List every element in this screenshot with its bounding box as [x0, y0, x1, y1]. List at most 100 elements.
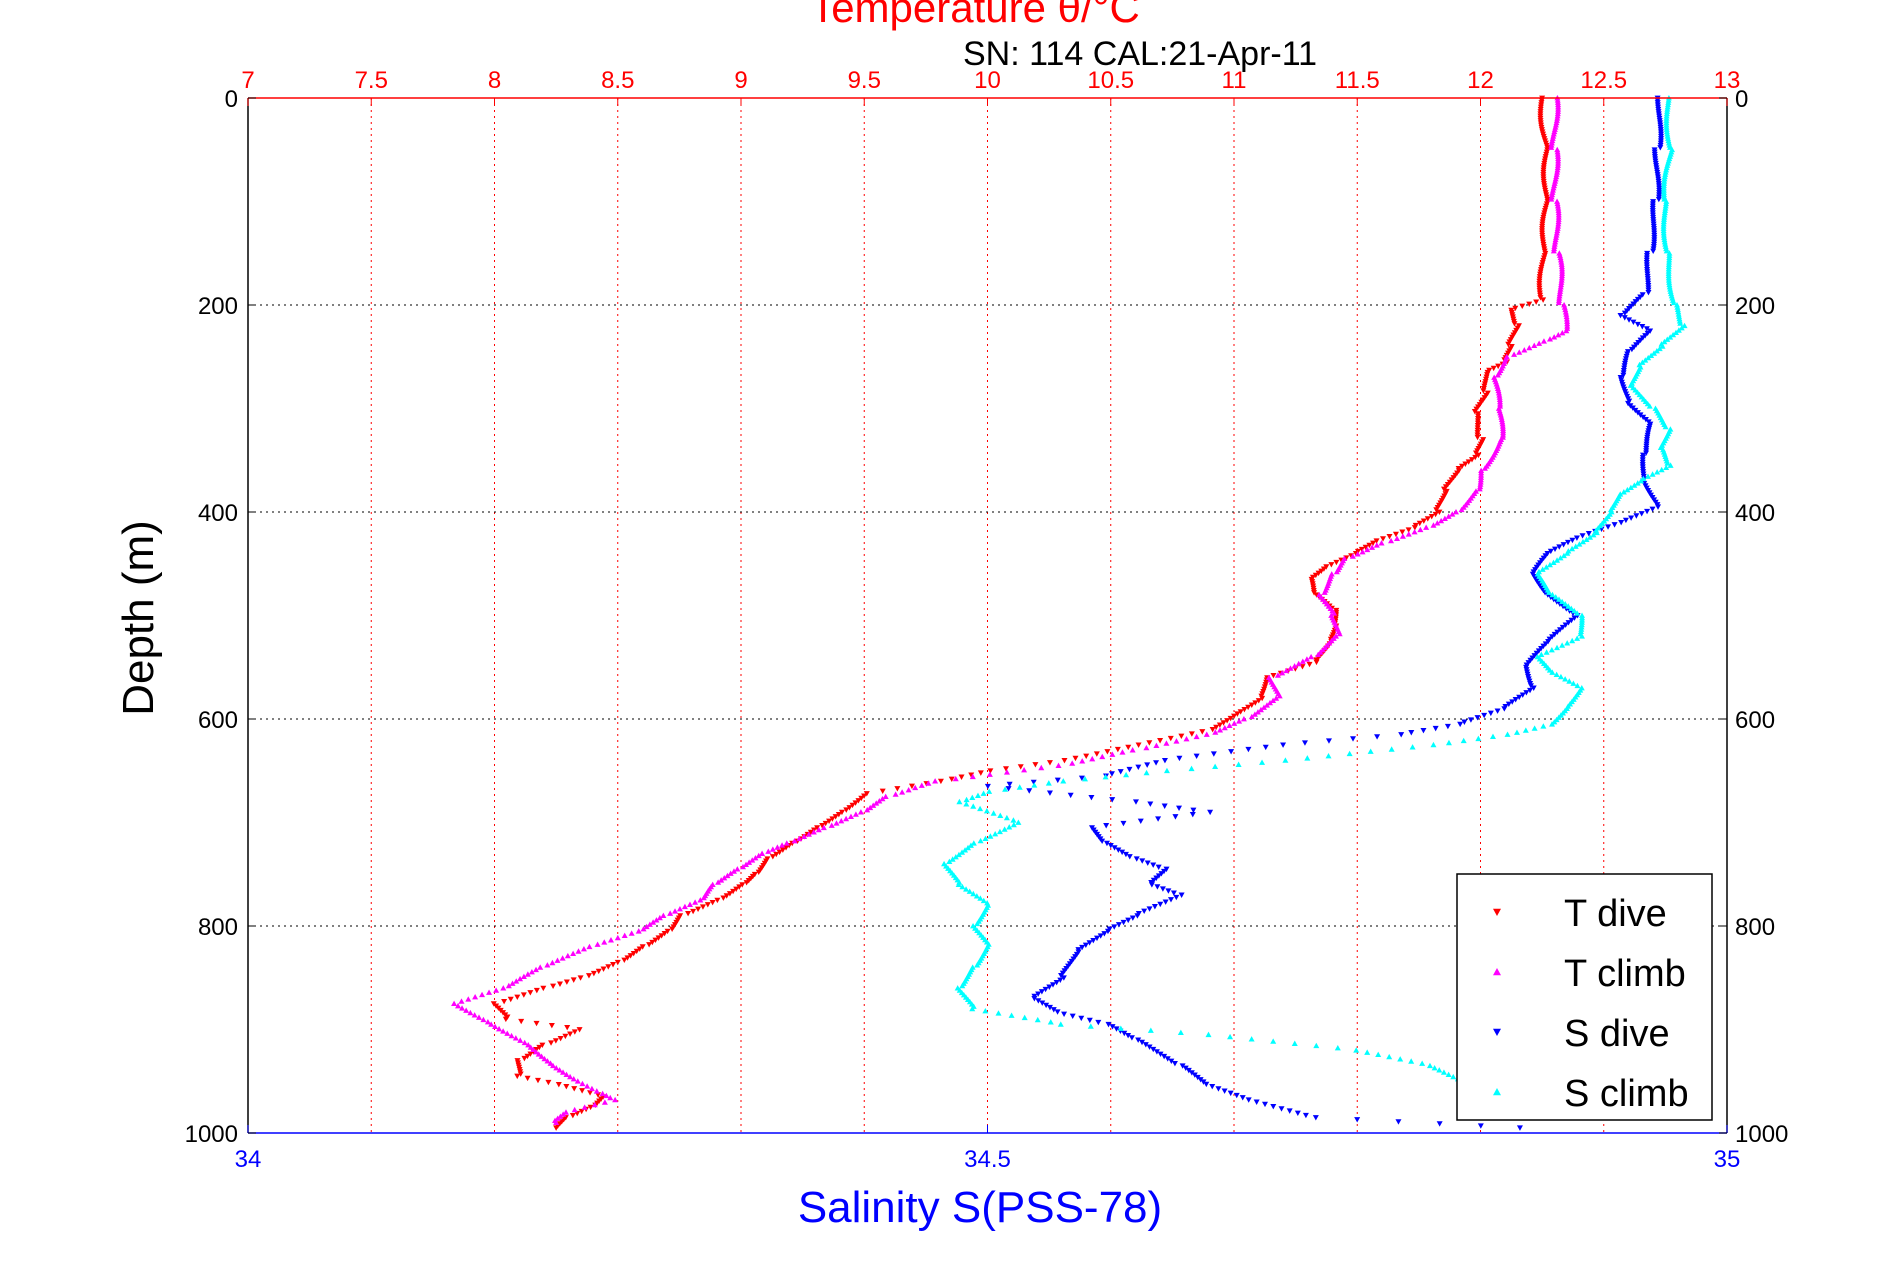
- data-point: [1644, 508, 1651, 515]
- data-point: [1354, 1117, 1361, 1123]
- data-point: [1661, 209, 1668, 216]
- data-point: [723, 893, 730, 899]
- data-point: [1489, 733, 1496, 739]
- data-point: [672, 908, 679, 914]
- data-point: [1109, 751, 1116, 757]
- data-point: [541, 1055, 548, 1062]
- data-point: [1440, 1069, 1447, 1075]
- data-point: [1253, 1099, 1260, 1105]
- data-point: [1104, 749, 1111, 755]
- data-point: [1162, 899, 1169, 905]
- data-point: [1662, 423, 1669, 430]
- data-point: [1667, 286, 1674, 292]
- data-point: [779, 842, 786, 848]
- data-point: [721, 874, 728, 881]
- data-point: [1142, 1042, 1149, 1048]
- data-point: [1458, 463, 1465, 470]
- data-point: [1642, 417, 1649, 423]
- data-point: [1573, 535, 1580, 541]
- data-point: [1279, 670, 1286, 676]
- data-point: [697, 897, 704, 903]
- data-point: [535, 1051, 542, 1057]
- data-point: [1240, 716, 1247, 722]
- data-point: [1161, 758, 1168, 764]
- data-point: [1325, 752, 1332, 759]
- data-point: [867, 804, 874, 811]
- data-point: [1667, 462, 1674, 468]
- data-point: [1017, 764, 1024, 770]
- data-point: [545, 1079, 552, 1086]
- legend-marker: [1493, 1028, 1501, 1036]
- data-point: [1579, 533, 1586, 539]
- data-point: [1043, 1002, 1050, 1009]
- data-point: [815, 826, 822, 833]
- data-point: [1245, 704, 1252, 711]
- data-point: [955, 851, 962, 858]
- data-point: [1513, 729, 1520, 735]
- data-point: [1308, 653, 1315, 660]
- data-point: [1569, 637, 1576, 644]
- data-point: [1576, 541, 1583, 547]
- data-point: [1676, 315, 1683, 322]
- data-point: [970, 840, 977, 846]
- data-point: [1236, 718, 1243, 724]
- x-bottom-axis-label: Salinity S(PSS-78): [798, 1183, 1162, 1232]
- data-point: [610, 962, 617, 968]
- data-point: [783, 840, 790, 846]
- data-point: [1213, 724, 1220, 731]
- data-point: [1568, 605, 1575, 611]
- data-point: [1216, 722, 1223, 728]
- data-point: [1531, 725, 1538, 731]
- data-point: [1373, 542, 1380, 548]
- data-point: [948, 776, 955, 783]
- data-point: [570, 950, 577, 956]
- data-point: [1046, 1004, 1053, 1011]
- data-point: [1117, 1025, 1124, 1031]
- data-point: [1434, 520, 1441, 526]
- data-point: [1501, 706, 1508, 712]
- data-point: [1628, 346, 1635, 353]
- data-point: [1102, 773, 1109, 780]
- data-point: [1481, 465, 1488, 471]
- data-point: [743, 861, 750, 868]
- data-point: [1499, 418, 1506, 425]
- data-point: [1191, 1072, 1198, 1078]
- data-point: [1362, 544, 1369, 551]
- data-point: [1622, 517, 1629, 524]
- data-point: [1089, 755, 1096, 762]
- data-point: [1498, 414, 1505, 420]
- data-point: [1167, 897, 1174, 903]
- data-point: [1087, 1023, 1094, 1029]
- data-point: [1287, 665, 1294, 671]
- data-point: [1554, 115, 1561, 121]
- data-point: [1423, 524, 1430, 530]
- data-point: [1565, 620, 1572, 626]
- data-point: [1006, 824, 1013, 830]
- data-point: [601, 1099, 608, 1105]
- data-point: [1207, 809, 1214, 816]
- data-point: [1255, 698, 1262, 704]
- data-point: [1082, 776, 1089, 782]
- data-point: [1638, 511, 1645, 517]
- data-point: [1021, 1014, 1028, 1021]
- data-point: [1540, 723, 1547, 729]
- data-point: [571, 1086, 578, 1092]
- data-point: [864, 806, 871, 813]
- data-point: [467, 1009, 474, 1016]
- data-point: [1617, 312, 1624, 319]
- data-point: [1574, 635, 1581, 641]
- data-point: [1552, 546, 1559, 552]
- data-point: [1235, 761, 1242, 767]
- data-point: [1221, 724, 1228, 731]
- data-point: [1038, 989, 1045, 995]
- data-point: [1346, 750, 1353, 757]
- data-point: [465, 996, 472, 1002]
- data-point: [1061, 1011, 1068, 1017]
- data-point: [646, 921, 653, 927]
- data-point: [1168, 1058, 1175, 1065]
- data-point: [1477, 483, 1484, 490]
- data-point: [628, 930, 635, 936]
- data-point: [1220, 720, 1227, 726]
- x-top-tick-label: 10: [974, 67, 1001, 94]
